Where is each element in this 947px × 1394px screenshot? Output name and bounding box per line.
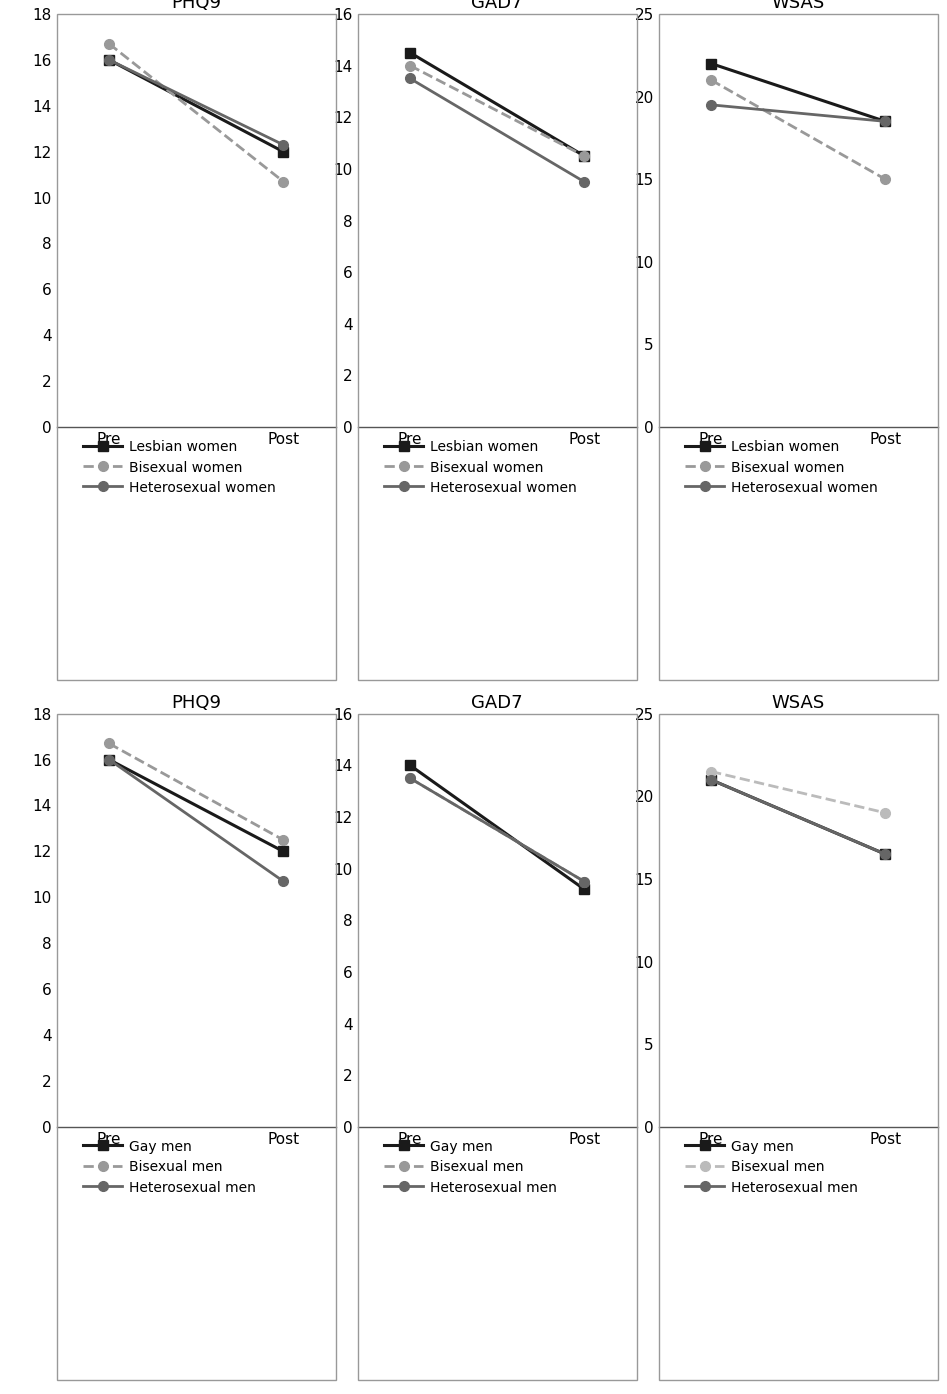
Legend: Gay men, Bisexual men, Heterosexual men: Gay men, Bisexual men, Heterosexual men [379,1133,563,1200]
Legend: Lesbian women, Bisexual women, Heterosexual women: Lesbian women, Bisexual women, Heterosex… [379,434,582,500]
Legend: Gay men, Bisexual men, Heterosexual men: Gay men, Bisexual men, Heterosexual men [78,1133,261,1200]
Title: WSAS: WSAS [772,0,825,13]
Legend: Lesbian women, Bisexual women, Heterosexual women: Lesbian women, Bisexual women, Heterosex… [680,434,884,500]
Title: PHQ9: PHQ9 [171,694,222,712]
Title: WSAS: WSAS [772,694,825,712]
Title: GAD7: GAD7 [472,694,523,712]
Legend: Lesbian women, Bisexual women, Heterosexual women: Lesbian women, Bisexual women, Heterosex… [78,434,281,500]
Title: PHQ9: PHQ9 [171,0,222,13]
Title: GAD7: GAD7 [472,0,523,13]
Legend: Gay men, Bisexual men, Heterosexual men: Gay men, Bisexual men, Heterosexual men [680,1133,864,1200]
